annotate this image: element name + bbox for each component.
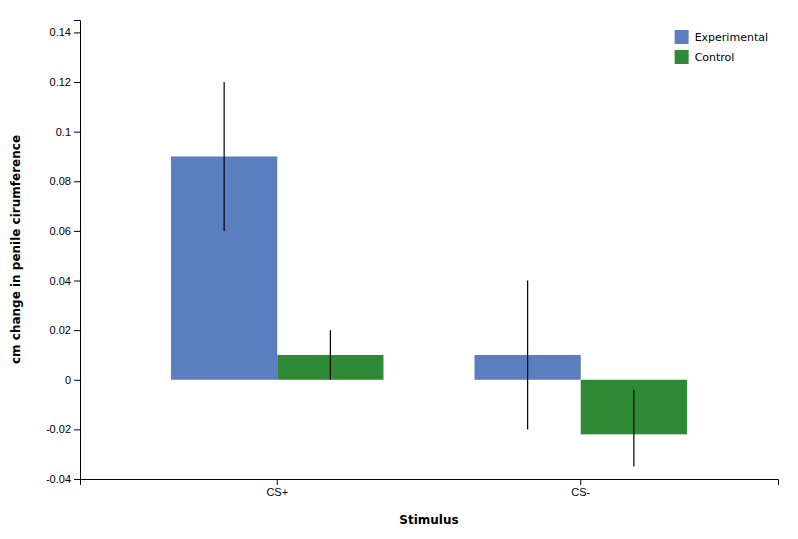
x-axis: CS+ CS- (81, 479, 779, 498)
y-tick: -0.02 (46, 423, 80, 435)
y-tick: 0.08 (50, 175, 80, 187)
y-tick: 0.06 (50, 225, 80, 237)
y-tick-label: 0 (65, 374, 71, 386)
x-axis-title: Stimulus (399, 513, 458, 527)
y-tick-mark (74, 132, 80, 133)
chart: -0.04 -0.02 0 0.02 0.04 0.06 0.08 0.1 0.12 0.14 CS… (0, 0, 798, 539)
x-tick-label: CS+ (266, 486, 288, 498)
y-tick: 0.04 (50, 275, 80, 287)
y-tick: 0 (65, 374, 80, 386)
legend-swatch (675, 30, 689, 44)
y-tick-mark (74, 281, 80, 282)
error-bar (527, 281, 528, 430)
legend-item: Control (675, 50, 735, 64)
y-tick-mark (74, 231, 80, 232)
legend: Experimental Control (675, 30, 768, 64)
legend-label: Experimental (695, 31, 768, 44)
error-bar (330, 330, 331, 380)
legend-label: Control (695, 51, 735, 64)
y-axis: -0.04 -0.02 0 0.02 0.04 0.06 0.08 0.1 0.12 0.14 (46, 21, 81, 486)
y-tick-label: 0.06 (50, 225, 71, 237)
y-tick: 0.02 (50, 324, 80, 336)
series (171, 82, 581, 429)
x-axis-line (81, 480, 779, 486)
error-bar (224, 82, 225, 231)
x-tick-label: CS- (571, 486, 590, 498)
y-tick-mark (74, 330, 80, 331)
plot: -0.04 -0.02 0 0.02 0.04 0.06 0.08 0.1 0.12 0.14 CS… (46, 21, 779, 498)
y-tick-label: 0.08 (50, 175, 71, 187)
legend-item: Experimental (675, 30, 768, 44)
y-tick-label: 0.14 (50, 26, 71, 38)
x-tick: CS- (571, 479, 590, 498)
y-tick-label: 0.02 (50, 324, 71, 336)
y-tick-mark (74, 380, 80, 381)
marks (171, 82, 687, 467)
y-tick: 0.12 (50, 76, 80, 88)
y-tick-mark (74, 181, 80, 182)
y-tick-label: -0.04 (46, 473, 71, 485)
y-tick: 0.14 (50, 26, 80, 38)
x-tick-mark (277, 479, 278, 485)
y-tick-label: 0.12 (50, 76, 71, 88)
y-tick-mark (74, 429, 80, 430)
y-tick-mark (74, 479, 80, 480)
error-bar (633, 390, 634, 467)
x-tick-mark (580, 479, 581, 485)
x-tick: CS+ (266, 479, 288, 498)
y-tick: 0.1 (56, 126, 80, 138)
y-axis-title: cm change in penile cirumference (9, 135, 23, 364)
y-tick-mark (74, 82, 80, 83)
y-tick-label: 0.1 (56, 126, 71, 138)
series (277, 330, 687, 466)
y-tick: -0.04 (46, 473, 80, 485)
y-axis-line (74, 21, 81, 480)
y-tick-label: -0.02 (46, 423, 71, 435)
y-tick-mark (74, 32, 80, 33)
y-tick-label: 0.04 (50, 275, 71, 287)
legend-swatch (675, 50, 689, 64)
